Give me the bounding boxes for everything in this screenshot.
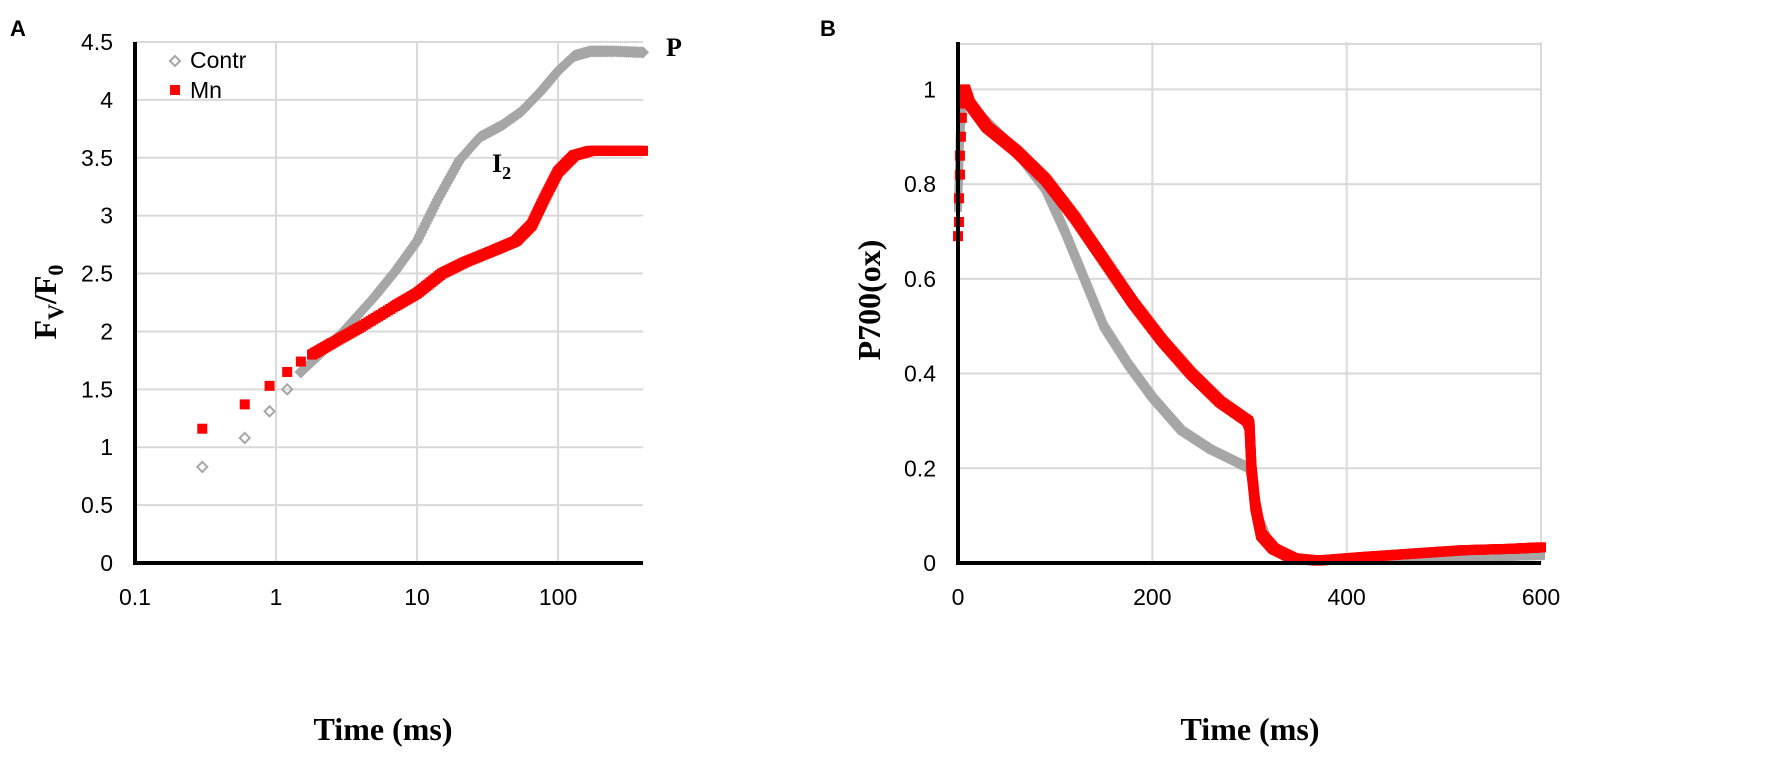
panel-a-y-tick-label: 1.5: [81, 376, 113, 402]
panel-b-y-tick-label: 0.2: [904, 455, 936, 481]
panel-a-y-tick-label: 2: [100, 318, 113, 344]
panel-b-y-tick-label: 0.6: [904, 266, 936, 292]
contr-point: [238, 431, 252, 445]
panel-b-ticks: 0 0.2 0.4 0.6 0.8 1 0 200 400 600: [904, 76, 1560, 610]
panel-a-y-axis-title: FV/F0: [27, 265, 68, 340]
mn-point: [282, 366, 293, 377]
annotation-i2: I2: [492, 149, 511, 183]
panel-a-data: [195, 45, 650, 474]
panel-b-y-tick-label: 0: [923, 550, 936, 576]
panel-b-y-tick-label: 0.4: [904, 361, 936, 387]
mn-point: [638, 145, 648, 156]
panel-b: B 0 0.2 0.4 0.6 0.8 1 0 200 400 600 Time (ms) P70…: [820, 16, 1560, 747]
panel-a-y-tick-label: 4: [100, 87, 113, 113]
panel-a-x-tick-label: 10: [404, 584, 430, 610]
panel-a-x-tick-label: 0.1: [119, 584, 151, 610]
mn-point: [1536, 542, 1546, 553]
ylabel-sub2: 0: [43, 265, 68, 276]
panel-a-y-tick-label: 0.5: [81, 492, 113, 518]
mn-point: [956, 112, 967, 123]
panel-a-x-tick-label: 1: [270, 584, 283, 610]
panel-b-x-tick-label: 200: [1133, 584, 1171, 610]
panel-a-y-tick-label: 1: [100, 434, 113, 460]
panel-b-axes: [956, 42, 1541, 565]
contr-point: [195, 460, 209, 474]
panel-b-x-tick-label: 600: [1522, 584, 1560, 610]
panel-a-axes: [133, 42, 643, 565]
panel-a-x-axis-title: Time (ms): [314, 711, 453, 747]
legend-contr-marker: [168, 54, 182, 68]
legend-mn-marker: [170, 85, 180, 95]
legend-mn-label: Mn: [190, 77, 222, 103]
mn-point: [295, 356, 306, 367]
panel-a-x-tick-label: 100: [539, 584, 577, 610]
panel-b-x-tick-label: 400: [1327, 584, 1365, 610]
panel-b-label: B: [820, 16, 836, 41]
mn-point: [239, 399, 250, 410]
panel-a-y-tick-label: 4.5: [81, 29, 113, 55]
contr-point: [1537, 551, 1545, 560]
contr-point: [263, 404, 276, 418]
panel-b-data: [953, 84, 1546, 566]
panel-a-y-tick-label: 3: [100, 203, 113, 229]
panel-a-ticks: 0 0.5 1 1.5 2 2.5 3 3.5 4 4.5 0.1 1 10 100: [81, 29, 577, 610]
panel-a: A 0 0.5 1 1.5 2 2.5 3 3.5 4 4.5 0.1 1 10 100 Time (ms…: [10, 16, 682, 747]
panel-b-y-tick-label: 1: [923, 76, 936, 102]
panel-b-y-axis-title: P700(ox): [851, 240, 887, 361]
panel-b-x-tick-label: 0: [952, 584, 965, 610]
mn-point: [955, 131, 966, 142]
ylabel-main: F: [27, 320, 63, 340]
contr-point: [636, 46, 650, 59]
ylabel-mid: /F: [27, 276, 63, 305]
panel-a-y-tick-label: 0: [100, 550, 113, 576]
mn-point: [197, 423, 208, 434]
ylabel-sub1: V: [43, 304, 68, 320]
panel-a-legend: Contr Mn: [168, 47, 247, 103]
panel-a-y-tick-label: 3.5: [81, 145, 113, 171]
panel-a-y-tick-label: 2.5: [81, 261, 113, 287]
panel-b-grid: [958, 42, 1542, 563]
mn-point: [264, 380, 275, 391]
panel-b-y-tick-label: 0.8: [904, 171, 936, 197]
panel-b-x-axis-title: Time (ms): [1181, 711, 1320, 747]
contr-point: [280, 382, 294, 396]
panel-a-label: A: [10, 16, 26, 41]
legend-contr-label: Contr: [190, 47, 247, 73]
annotation-p: P: [666, 33, 682, 62]
